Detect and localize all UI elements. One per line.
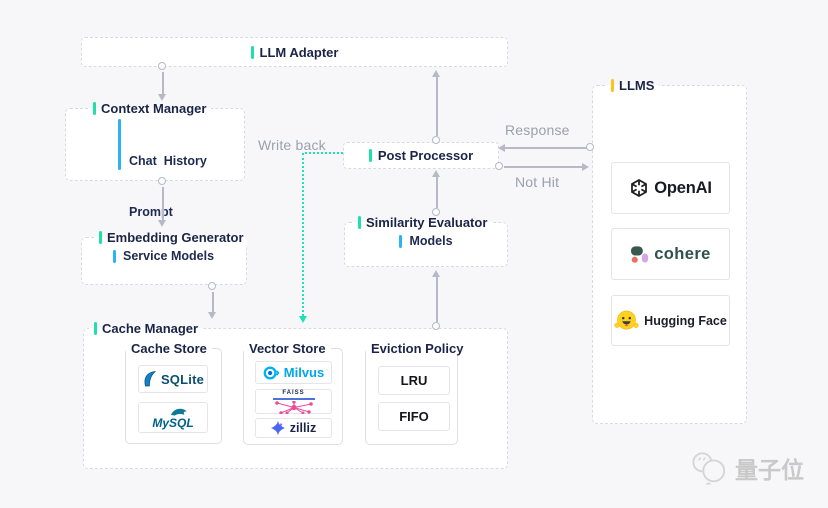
mysql-label: MySQL [152, 415, 194, 430]
zilliz-logo-tile: zilliz [255, 418, 332, 438]
gold-accent-bar [611, 79, 614, 92]
models-label: Models [409, 234, 453, 248]
vector-store-label: Vector Store [249, 341, 326, 356]
arrowhead-up [432, 170, 440, 177]
cache-manager-label: Cache Manager [102, 321, 199, 336]
faiss-starburst-icon [274, 400, 313, 414]
hugging-face-logo-tile: Hugging Face [611, 295, 730, 346]
milvus-label: Milvus [283, 365, 325, 380]
eviction-policy-label: Eviction Policy [371, 341, 464, 356]
fifo-label: FIFO [399, 409, 429, 424]
writeback-arrowhead-down [298, 316, 307, 323]
arrow-embedding-to-cache [212, 292, 214, 312]
qbitai-logo-icon [692, 452, 726, 486]
milvus-eye-icon [263, 366, 279, 379]
teal-accent-bar [93, 102, 96, 115]
arrow-cache-to-similarity [436, 277, 438, 322]
context-manager-node: Context Manager Chat History Prompt Summ… [65, 101, 245, 270]
connector-dot [495, 162, 503, 170]
arrowhead-up [432, 70, 440, 77]
hugging-face-emoji-icon [614, 310, 639, 329]
teal-accent-bar [99, 231, 102, 244]
context-item-prompt: Prompt [129, 205, 173, 219]
arrowhead-right [582, 163, 589, 171]
connector-dot [432, 136, 440, 144]
lru-tile: LRU [378, 366, 450, 395]
qbitai-watermark-text: 量子位 [735, 458, 804, 484]
cache-store-label: Cache Store [131, 341, 207, 356]
sqlite-label: SQLite [160, 371, 205, 387]
hugging-face-label: Hugging Face [644, 313, 727, 328]
service-models-label: Service Models [123, 249, 215, 263]
connector-dot [158, 177, 166, 185]
qbitai-watermark: 量子位 [690, 450, 804, 486]
llms-label: LLMS [619, 78, 655, 93]
cohere-icon [631, 245, 649, 263]
arrowhead-left [498, 144, 505, 152]
zilliz-star-icon [270, 421, 285, 435]
openai-icon [631, 178, 648, 198]
similarity-evaluator-node: Similarity Evaluator Models [344, 215, 508, 267]
not-hit-label: Not Hit [515, 174, 560, 190]
connector-dot [432, 208, 440, 216]
sqlite-logo-tile: SQLite [138, 365, 208, 393]
arrow-similarity-to-postprocessor [436, 177, 438, 208]
post-processor-label: Post Processor [377, 148, 474, 163]
blue-accent-bar [118, 119, 121, 170]
openai-label: OpenAI [654, 178, 712, 197]
connector-dot [586, 143, 594, 151]
llm-adapter-node: LLM Adapter [81, 37, 508, 67]
fifo-tile: FIFO [378, 402, 450, 431]
embedding-generator-label: Embedding Generator [107, 230, 244, 245]
faiss-logo-tile: FAISS [255, 389, 332, 414]
connector-dot [432, 322, 440, 330]
arrow-adapter-to-context [162, 72, 164, 94]
embedding-generator-node: Embedding Generator Service Models [81, 230, 247, 285]
writeback-line-horizontal [305, 152, 343, 154]
arrowhead-down [158, 220, 166, 227]
arrowhead-down [208, 312, 216, 319]
arrow-context-to-embedding [162, 187, 164, 220]
similarity-evaluator-label: Similarity Evaluator [366, 215, 488, 230]
arrow-postprocessor-to-adapter [436, 77, 438, 136]
blue-accent-bar [113, 249, 116, 263]
lru-label: LRU [400, 373, 428, 388]
blue-accent-bar [399, 234, 403, 248]
context-item-chat-history: Chat History [129, 154, 207, 168]
zilliz-label: zilliz [289, 421, 317, 435]
writeback-line-vertical [302, 153, 304, 316]
response-label: Response [505, 122, 570, 138]
faiss-label: FAISS [282, 389, 305, 396]
llm-adapter-label: LLM Adapter [259, 44, 339, 60]
arrowhead-down [158, 94, 166, 101]
write-back-label: Write back [258, 137, 326, 153]
post-processor-node: Post Processor [343, 142, 499, 169]
teal-accent-bar [358, 216, 361, 229]
milvus-logo-tile: Milvus [255, 361, 332, 384]
context-manager-label: Context Manager [101, 101, 207, 116]
connector-dot [208, 282, 216, 290]
connector-dot [158, 62, 166, 70]
arrow-llms-to-postprocessor [504, 147, 588, 149]
teal-accent-bar [250, 45, 254, 59]
arrowhead-up [432, 270, 440, 277]
sqlite-icon [144, 371, 156, 387]
mysql-logo-tile: MySQL [138, 402, 208, 433]
mysql-dolphin-icon [171, 408, 187, 415]
teal-accent-bar [368, 149, 372, 162]
cohere-logo-tile: cohere [611, 228, 730, 280]
openai-logo-tile: OpenAI [611, 162, 730, 214]
cohere-label: cohere [654, 244, 711, 263]
teal-accent-bar [94, 322, 97, 335]
arrow-postprocessor-to-llms [504, 166, 582, 168]
faiss-subtitle-line [272, 397, 315, 400]
